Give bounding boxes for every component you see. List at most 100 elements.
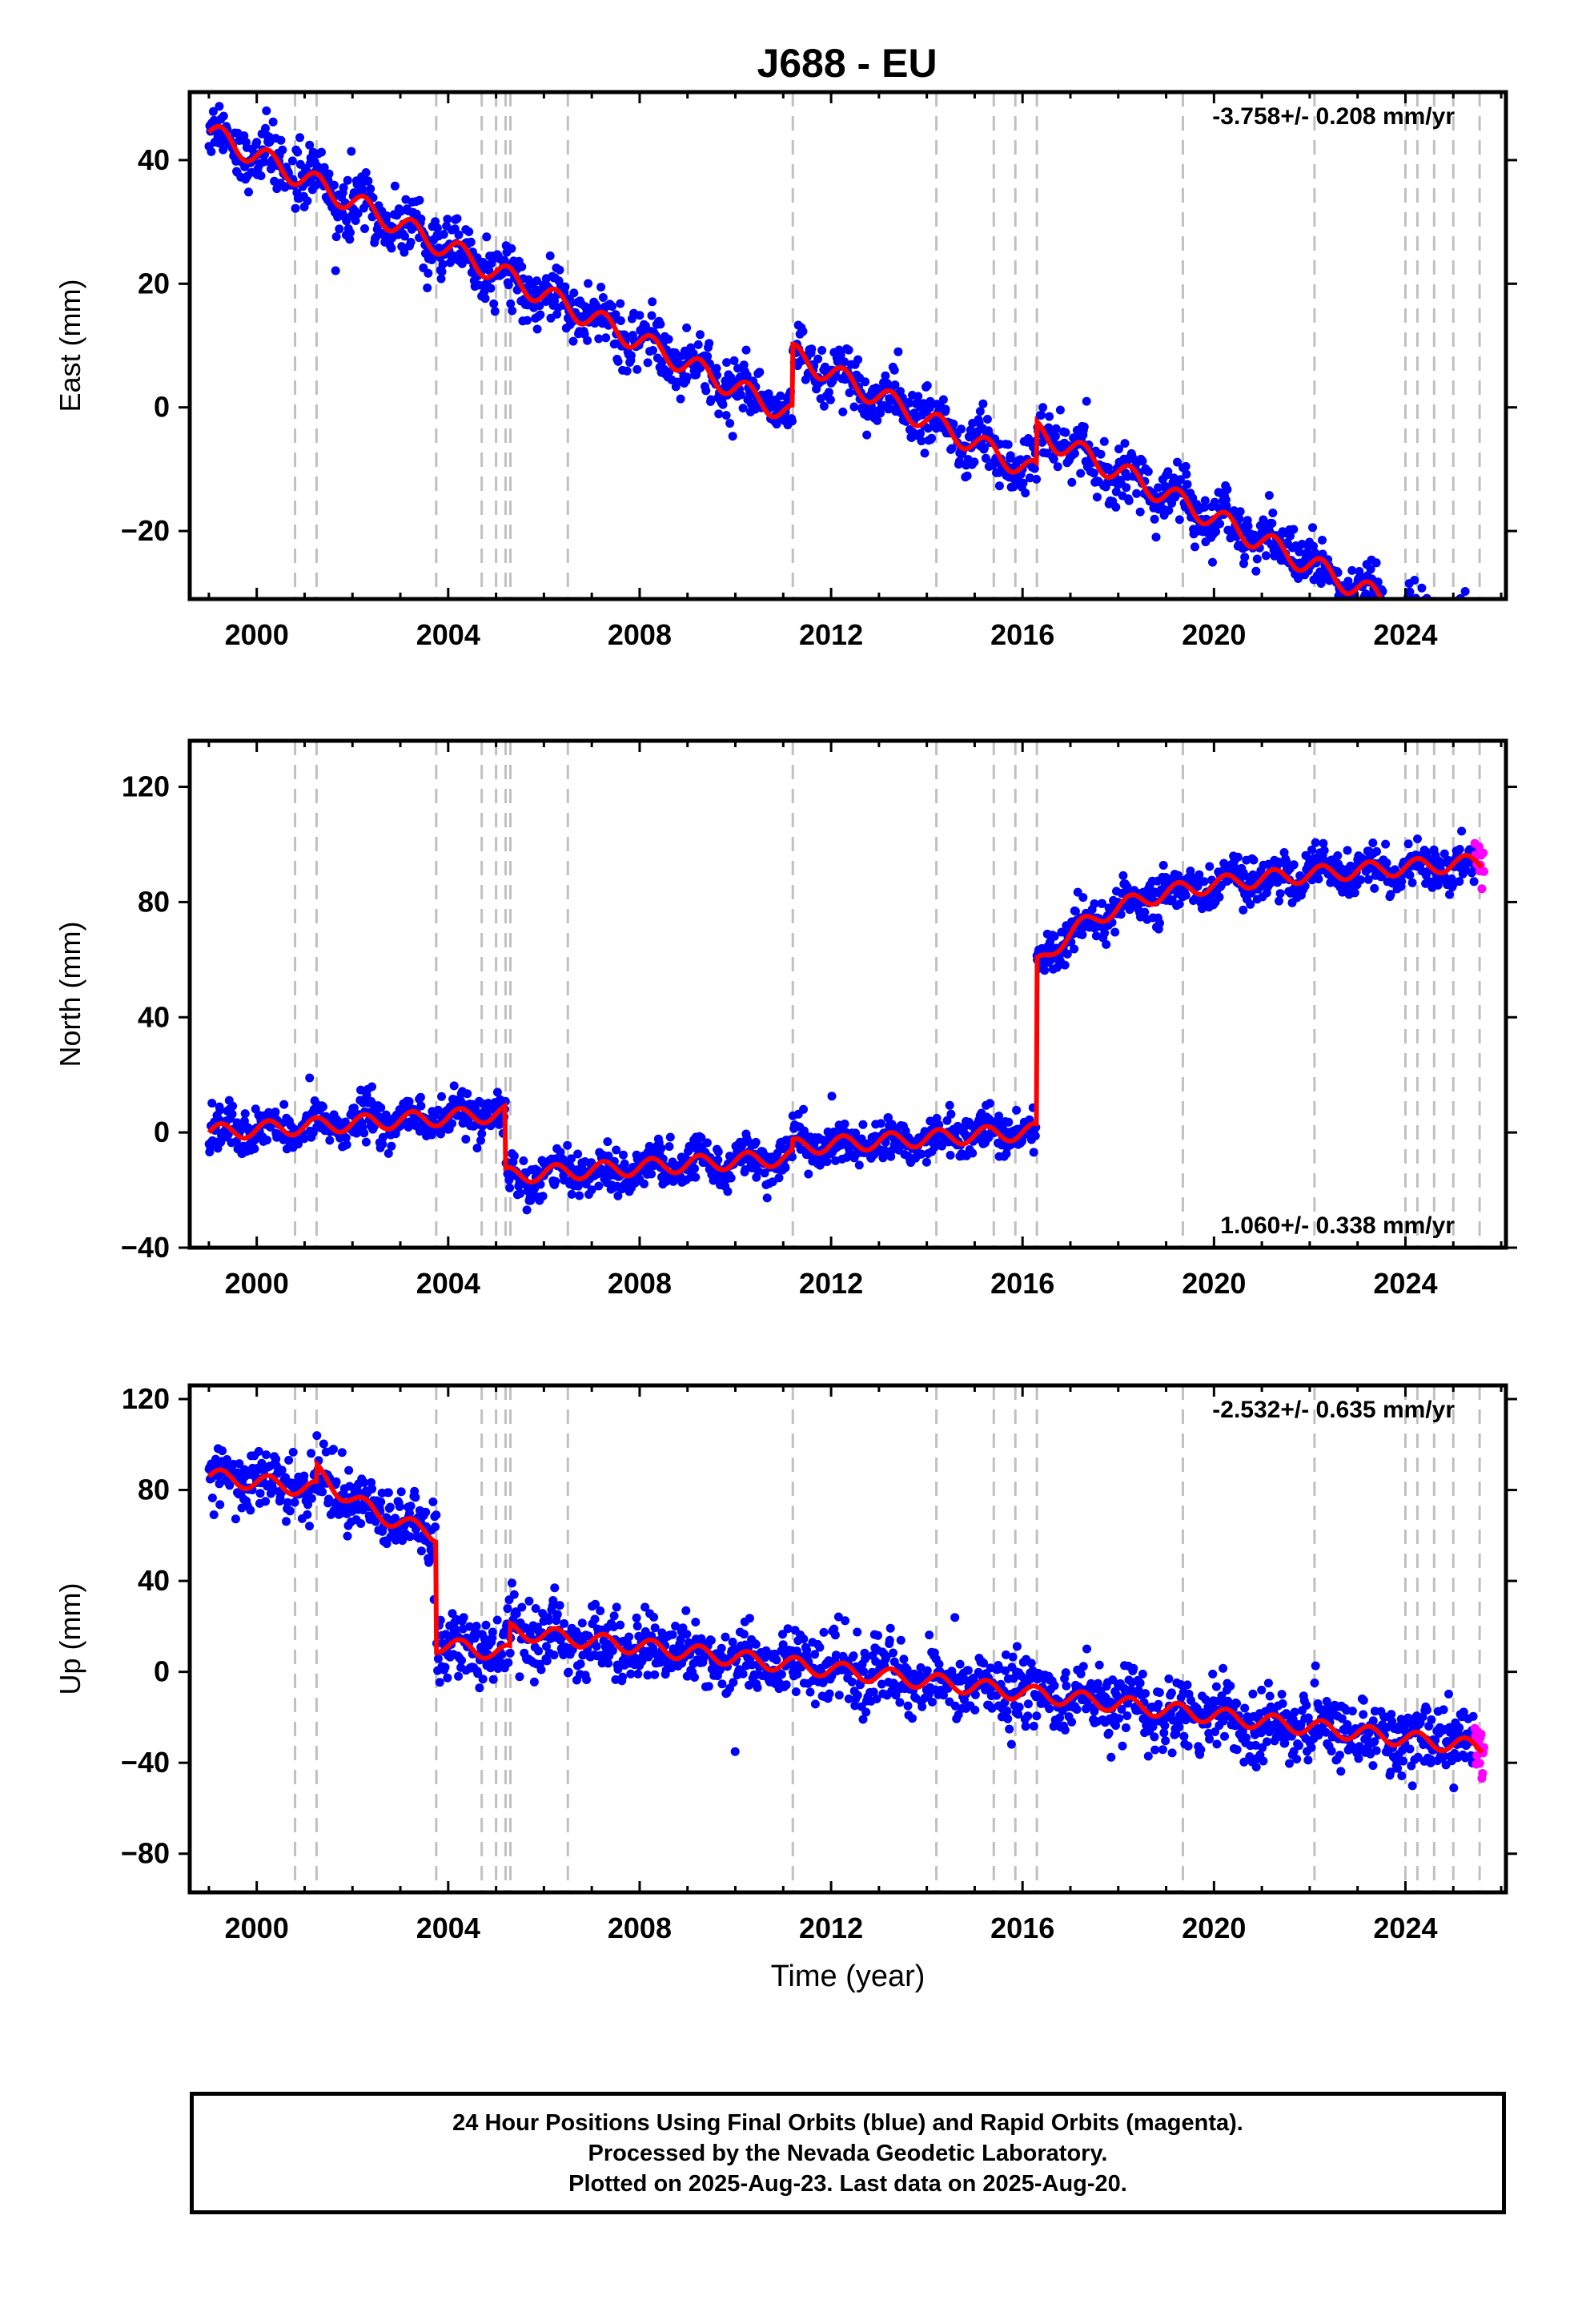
final-orbit-point	[876, 1119, 885, 1128]
final-orbit-point	[349, 1104, 359, 1112]
final-orbit-point	[563, 1140, 572, 1150]
final-orbit-point	[682, 1630, 692, 1639]
final-orbit-point	[1294, 574, 1303, 583]
final-orbit-point	[506, 299, 516, 308]
final-orbit-point	[486, 283, 496, 293]
final-orbit-point	[1445, 890, 1454, 899]
final-orbit-point	[259, 157, 269, 167]
final-orbit-point	[488, 1675, 498, 1684]
final-orbit-point	[693, 340, 703, 349]
final-orbit-point	[885, 1623, 895, 1633]
final-orbit-point	[1188, 493, 1198, 503]
final-orbit-point	[1426, 601, 1435, 610]
final-orbit-point	[594, 334, 604, 344]
final-orbit-point	[982, 415, 992, 424]
final-orbit-point	[1079, 422, 1089, 432]
final-orbit-point	[847, 1677, 857, 1687]
final-orbit-point	[650, 1670, 660, 1679]
final-orbit-point	[1110, 927, 1120, 937]
final-orbit-point	[363, 176, 373, 186]
final-orbit-point	[1151, 533, 1161, 542]
final-orbit-point	[927, 1697, 937, 1707]
final-orbit-point	[461, 1135, 471, 1144]
final-orbit-point	[356, 1519, 366, 1528]
final-orbit-point	[307, 1449, 316, 1458]
final-orbit-point	[1445, 639, 1454, 648]
final-orbit-point	[536, 1665, 546, 1675]
final-orbit-point	[282, 1517, 291, 1526]
final-orbit-point	[1072, 1705, 1082, 1714]
final-orbit-point	[1464, 629, 1473, 638]
final-orbit-point	[1344, 605, 1353, 614]
final-orbit-point	[1348, 611, 1357, 620]
final-orbit-point	[255, 1489, 265, 1498]
final-orbit-point	[616, 316, 625, 325]
final-orbit-point	[905, 398, 913, 408]
final-orbit-point	[624, 1632, 634, 1642]
final-orbit-point	[1005, 1724, 1014, 1734]
final-orbit-point	[231, 1514, 240, 1524]
final-orbit-point	[917, 1702, 927, 1711]
final-orbit-point	[985, 1099, 994, 1108]
model-line	[207, 123, 1384, 599]
final-orbit-point	[517, 1602, 527, 1612]
final-orbit-point	[598, 293, 608, 302]
final-orbit-point	[838, 407, 848, 416]
final-orbit-point	[464, 227, 474, 236]
final-orbit-point	[495, 1120, 504, 1129]
final-orbit-point	[1045, 412, 1054, 421]
final-orbit-point	[825, 395, 835, 404]
final-orbit-point	[236, 1125, 246, 1135]
final-orbit-point	[439, 230, 448, 239]
final-orbit-point	[925, 1630, 934, 1640]
final-orbit-point	[845, 388, 854, 397]
final-orbit-point	[1414, 605, 1423, 614]
final-orbit-point	[760, 1168, 769, 1178]
final-orbit-point	[717, 1643, 726, 1653]
final-orbit-point	[366, 184, 375, 194]
final-orbit-point	[783, 1624, 793, 1634]
final-orbit-point	[209, 1510, 219, 1519]
final-orbit-point	[841, 1616, 850, 1626]
final-orbit-point	[335, 224, 344, 234]
final-orbit-point	[1460, 627, 1469, 636]
final-orbit-point	[611, 310, 620, 320]
final-orbit-point	[1175, 475, 1185, 485]
final-orbit-point	[1143, 1751, 1153, 1761]
final-orbit-point	[1456, 620, 1464, 629]
final-orbit-point	[836, 350, 845, 360]
final-orbit-point	[1413, 834, 1422, 843]
final-orbit-point	[1468, 630, 1477, 639]
final-orbit-point	[861, 1707, 871, 1717]
final-orbit-point	[228, 1101, 238, 1111]
final-orbit-point	[647, 1169, 656, 1179]
final-orbit-point	[303, 1510, 312, 1519]
final-orbit-point	[416, 214, 426, 223]
final-orbit-point	[613, 1191, 623, 1200]
final-orbit-point	[690, 1673, 699, 1682]
final-orbit-point	[1357, 654, 1366, 663]
final-orbit-point	[250, 1144, 259, 1153]
final-orbit-point	[1167, 1748, 1177, 1758]
final-orbit-point	[344, 1466, 354, 1475]
final-orbit-point	[1469, 639, 1478, 648]
final-orbit-point	[1154, 1699, 1163, 1709]
final-orbit-point	[728, 432, 737, 441]
final-orbit-point	[341, 1133, 351, 1143]
final-orbit-point	[725, 419, 735, 428]
final-orbit-point	[1067, 1717, 1077, 1727]
final-orbit-point	[400, 231, 409, 241]
final-orbit-point	[529, 1677, 539, 1687]
final-orbit-point	[299, 1134, 309, 1144]
final-orbit-point	[827, 1092, 837, 1101]
final-orbit-point	[472, 1144, 482, 1153]
final-orbit-point	[632, 364, 642, 374]
final-orbit-point	[1437, 619, 1446, 628]
final-orbit-point	[433, 1105, 443, 1115]
final-orbit-point	[449, 1081, 459, 1091]
final-orbit-point	[701, 386, 711, 396]
final-orbit-point	[1223, 485, 1232, 494]
final-orbit-point	[1368, 838, 1378, 847]
final-orbit-point	[1179, 1731, 1189, 1741]
